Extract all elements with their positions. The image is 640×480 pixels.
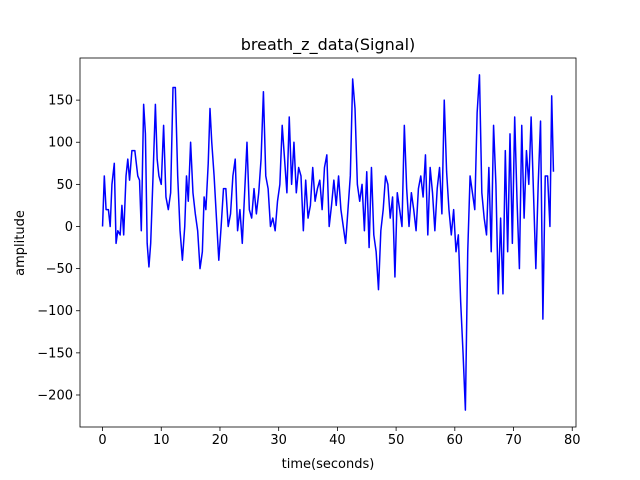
data-line [101,74,555,411]
y-tick-label: 150 [48,94,73,109]
x-axis-label: time(seconds) [282,457,375,472]
x-tick-label: 10 [153,433,170,448]
x-tick-label: 20 [212,433,229,448]
chart-title: breath_z_data(Signal) [241,35,416,55]
y-tick-label: 0 [65,220,73,235]
x-tick-label: 0 [98,433,106,448]
x-tick-label: 40 [329,433,346,448]
y-tick-label: −200 [37,388,73,403]
x-tick-label: 70 [505,433,522,448]
y-tick-label: 50 [56,178,73,193]
plot-frame [79,57,577,428]
x-tick-label: 30 [270,433,287,448]
x-tick-label: 80 [564,433,581,448]
x-tick-label: 50 [388,433,405,448]
x-tick-label: 60 [447,433,464,448]
y-tick-label: −50 [46,262,73,277]
y-tick-label: −150 [37,346,73,361]
y-tick-label: 100 [48,136,73,151]
y-tick-label: −100 [37,304,73,319]
y-axis-label: amplitude [13,210,28,276]
